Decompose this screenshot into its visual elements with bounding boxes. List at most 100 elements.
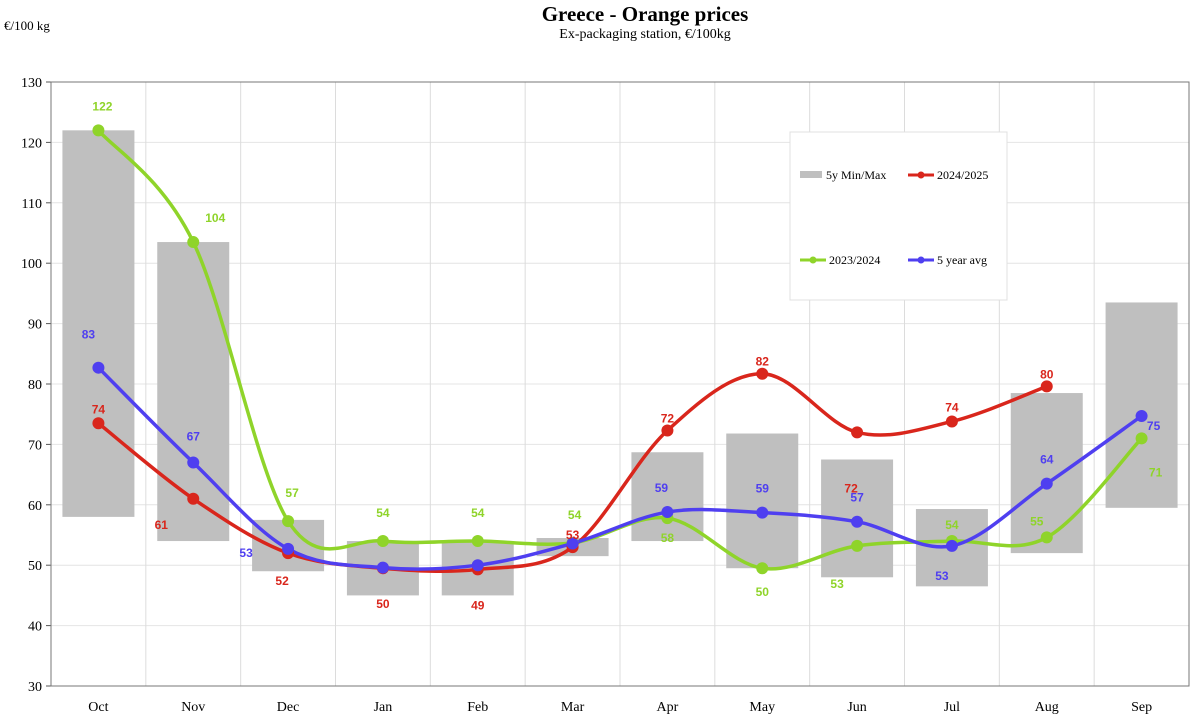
data-label: 54: [471, 506, 485, 520]
data-point: [851, 539, 864, 552]
data-point: [756, 562, 769, 575]
chart-subtitle: Ex-packaging station, €/100kg: [559, 27, 731, 42]
data-label: 54: [568, 508, 582, 522]
x-tick-label: Aug: [1035, 700, 1059, 715]
legend-label: 2024/2025: [937, 168, 988, 182]
x-tick-label: Jun: [847, 700, 866, 715]
data-point: [471, 535, 484, 548]
x-tick-label: Jan: [374, 700, 393, 715]
data-label: 61: [155, 518, 169, 532]
x-tick-label: Mar: [561, 700, 585, 715]
data-point: [187, 236, 200, 249]
data-point: [1040, 531, 1053, 544]
legend-box: [789, 131, 1008, 301]
data-label: 53: [935, 569, 949, 583]
y-tick-label: 40: [28, 620, 42, 635]
data-point: [1040, 477, 1053, 490]
data-label: 50: [376, 597, 390, 611]
data-label: 104: [205, 211, 225, 225]
data-label: 55: [1030, 514, 1044, 528]
series-line-5-year-avg: [97, 366, 1143, 571]
data-point: [756, 367, 769, 380]
y-tick-label: 30: [28, 680, 42, 695]
x-tick-label: Sep: [1131, 700, 1152, 715]
data-label: 67: [187, 430, 201, 444]
data-label: 64: [1040, 453, 1054, 467]
x-tick-label: May: [749, 700, 775, 715]
x-tick-label: Nov: [181, 700, 205, 715]
data-label: 75: [1147, 419, 1161, 433]
data-label: 122: [92, 99, 112, 113]
data-label: 58: [661, 531, 675, 545]
data-point: [661, 424, 674, 437]
legend-swatch-range: [800, 171, 822, 178]
data-label: 50: [756, 585, 770, 599]
data-label: 49: [471, 598, 485, 612]
data-point: [756, 506, 769, 519]
data-point: [187, 456, 200, 469]
data-label: 53: [830, 577, 844, 591]
data-point: [851, 515, 864, 528]
data-point: [282, 542, 295, 555]
y-axis-unit-label: €/100 kg: [4, 18, 50, 33]
data-label: 57: [285, 486, 299, 500]
y-tick-label: 90: [28, 318, 42, 333]
legend-swatch-marker: [917, 256, 925, 264]
min-max-bar: [62, 130, 135, 517]
data-point: [92, 417, 105, 430]
data-label: 53: [239, 546, 253, 560]
data-point: [376, 535, 389, 548]
data-label: 80: [1040, 367, 1054, 381]
data-label: 82: [756, 355, 770, 369]
data-label: 72: [844, 481, 858, 495]
min-max-bar: [726, 433, 799, 569]
legend-swatch-marker: [917, 171, 925, 179]
legend-label: 5y Min/Max: [826, 168, 886, 182]
y-tick-label: 70: [28, 438, 42, 453]
data-label: 59: [756, 482, 770, 496]
y-tick-label: 80: [28, 378, 42, 393]
legend-label: 2023/2024: [829, 253, 880, 267]
y-tick-label: 110: [22, 197, 42, 212]
y-tick-label: 100: [21, 257, 42, 272]
data-label: 53: [566, 528, 580, 542]
data-label: 71: [1149, 465, 1163, 479]
data-label: 72: [661, 412, 675, 426]
min-max-bar: [157, 242, 230, 542]
data-point: [187, 492, 200, 505]
legend-label: 5 year avg: [937, 253, 987, 267]
y-tick-label: 130: [21, 76, 42, 91]
data-point: [376, 561, 389, 574]
data-point: [1135, 432, 1148, 445]
data-point: [1040, 380, 1053, 393]
data-label: 54: [945, 518, 959, 532]
data-point: [92, 361, 105, 374]
y-tick-label: 50: [28, 559, 42, 574]
data-point: [92, 124, 105, 137]
data-label: 54: [376, 506, 390, 520]
x-tick-label: Oct: [88, 700, 108, 715]
legend-swatch-marker: [809, 256, 817, 264]
plot-border: [50, 81, 1190, 687]
x-tick-label: Jul: [944, 700, 960, 715]
x-tick-label: Feb: [467, 700, 488, 715]
data-point: [945, 415, 958, 428]
data-point: [945, 539, 958, 552]
data-label: 74: [945, 400, 959, 414]
legend: 5y Min/Max 2024/2025 2023/2024 5 year avg: [789, 131, 1008, 301]
data-label: 74: [92, 402, 106, 416]
y-tick-label: 120: [21, 136, 42, 151]
data-point: [471, 559, 484, 572]
data-point: [1135, 410, 1148, 423]
x-tick-label: Dec: [277, 700, 300, 715]
data-label: 59: [655, 481, 669, 495]
chart-title: Greece - Orange prices: [541, 2, 749, 26]
x-tick-label: Apr: [657, 700, 679, 715]
data-point: [566, 537, 579, 550]
data-point: [661, 506, 674, 519]
data-label: 83: [82, 328, 96, 342]
min-max-bar: [1105, 302, 1178, 508]
y-tick-label: 60: [28, 499, 42, 514]
data-point: [851, 426, 864, 439]
